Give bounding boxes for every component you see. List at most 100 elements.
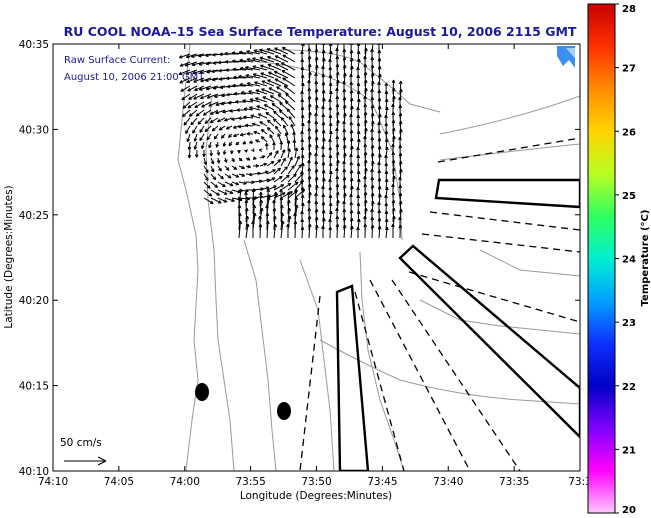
current-vector bbox=[255, 89, 268, 95]
current-vector bbox=[288, 116, 296, 127]
current-vector bbox=[273, 223, 278, 239]
x-tick-label: 73:40 bbox=[433, 476, 463, 488]
current-vector bbox=[268, 87, 282, 95]
current-vector bbox=[213, 133, 219, 140]
colorbar-tick-label: 20 bbox=[622, 505, 636, 516]
current-vector bbox=[244, 149, 248, 153]
current-vector bbox=[208, 141, 212, 149]
overlay-line-1: Raw Surface Current: bbox=[64, 55, 170, 66]
contour-line bbox=[319, 339, 580, 405]
radar-range-lines bbox=[299, 137, 580, 471]
current-vector bbox=[391, 159, 396, 175]
current-vector bbox=[249, 106, 261, 111]
current-vector bbox=[342, 104, 347, 119]
current-vector bbox=[252, 73, 268, 79]
current-vector bbox=[335, 191, 340, 207]
current-vector bbox=[194, 149, 199, 158]
current-vector bbox=[259, 121, 268, 127]
current-vector bbox=[398, 200, 403, 215]
current-vector bbox=[264, 142, 269, 151]
current-vector bbox=[280, 117, 289, 127]
current-vector bbox=[273, 159, 282, 167]
current-vector bbox=[286, 223, 290, 238]
colorbar-tick-label: 23 bbox=[622, 318, 636, 329]
colorbar-tick-label: 21 bbox=[622, 445, 636, 456]
current-vector bbox=[217, 165, 222, 172]
current-vector bbox=[321, 225, 325, 238]
current-vector bbox=[315, 224, 319, 239]
current-vector bbox=[251, 122, 261, 127]
current-vector bbox=[215, 109, 226, 115]
current-vector bbox=[391, 167, 396, 183]
current-vector bbox=[342, 176, 347, 191]
current-vector bbox=[391, 207, 396, 223]
current-vector bbox=[287, 165, 295, 175]
current-vector bbox=[275, 63, 289, 71]
current-vector bbox=[252, 57, 268, 63]
current-vector bbox=[242, 141, 247, 145]
current-vector bbox=[363, 191, 368, 207]
current-vector bbox=[203, 157, 208, 166]
current-vector bbox=[282, 54, 296, 63]
current-vector bbox=[250, 148, 255, 152]
zone-diagonal bbox=[398, 244, 580, 439]
current-vector bbox=[267, 63, 282, 71]
current-vector bbox=[195, 109, 205, 117]
current-vector bbox=[398, 112, 403, 127]
current-vector bbox=[228, 141, 233, 147]
contour-line bbox=[299, 259, 335, 471]
current-vector bbox=[182, 101, 191, 109]
current-vector bbox=[314, 56, 319, 71]
zone-vertical bbox=[335, 284, 370, 471]
current-vector bbox=[238, 157, 243, 162]
colorbar-tick-label: 24 bbox=[622, 255, 636, 266]
current-vector bbox=[286, 191, 291, 207]
current-vector bbox=[280, 182, 292, 191]
current-vector bbox=[239, 58, 254, 63]
current-vector bbox=[363, 79, 368, 95]
current-vector bbox=[280, 157, 286, 167]
current-vector bbox=[307, 223, 312, 239]
current-vector bbox=[217, 173, 224, 180]
current-vector bbox=[272, 207, 277, 223]
current-vector bbox=[363, 119, 368, 135]
current-vector bbox=[342, 216, 347, 231]
current-vector bbox=[252, 164, 259, 168]
current-vector bbox=[294, 155, 300, 167]
current-vector bbox=[210, 189, 220, 196]
current-vector bbox=[287, 156, 293, 167]
current-vector bbox=[335, 111, 340, 127]
current-vector bbox=[269, 134, 275, 143]
current-vector bbox=[232, 67, 247, 72]
current-vector bbox=[246, 82, 261, 87]
current-vector bbox=[272, 141, 276, 150]
current-vector bbox=[222, 141, 227, 147]
current-vector bbox=[231, 173, 240, 178]
current-vector bbox=[266, 48, 282, 55]
current-vector bbox=[238, 181, 247, 185]
current-vector bbox=[210, 173, 217, 181]
current-vector bbox=[274, 47, 289, 55]
current-vector bbox=[224, 173, 232, 179]
x-tick-label: 74:05 bbox=[104, 476, 134, 488]
colorbar-tick-label: 25 bbox=[622, 191, 636, 202]
contour-line bbox=[243, 239, 277, 471]
y-axis-label: Latitude (Degrees:Minutes) bbox=[3, 185, 15, 328]
current-vector bbox=[203, 165, 209, 174]
current-vector bbox=[244, 199, 249, 215]
current-vector bbox=[287, 148, 291, 159]
current-vector bbox=[202, 109, 212, 116]
current-vector bbox=[328, 226, 333, 239]
current-vector bbox=[266, 152, 273, 159]
current-vector bbox=[254, 81, 268, 87]
current-vector bbox=[198, 61, 212, 66]
current-vector bbox=[216, 149, 221, 156]
current-vector bbox=[335, 63, 340, 79]
current-vector bbox=[292, 139, 297, 151]
current-vector bbox=[342, 184, 347, 199]
current-vector bbox=[391, 199, 396, 215]
radial-line bbox=[408, 271, 580, 323]
current-vector bbox=[370, 152, 375, 167]
current-vector bbox=[266, 160, 275, 167]
current-vector bbox=[272, 118, 282, 127]
